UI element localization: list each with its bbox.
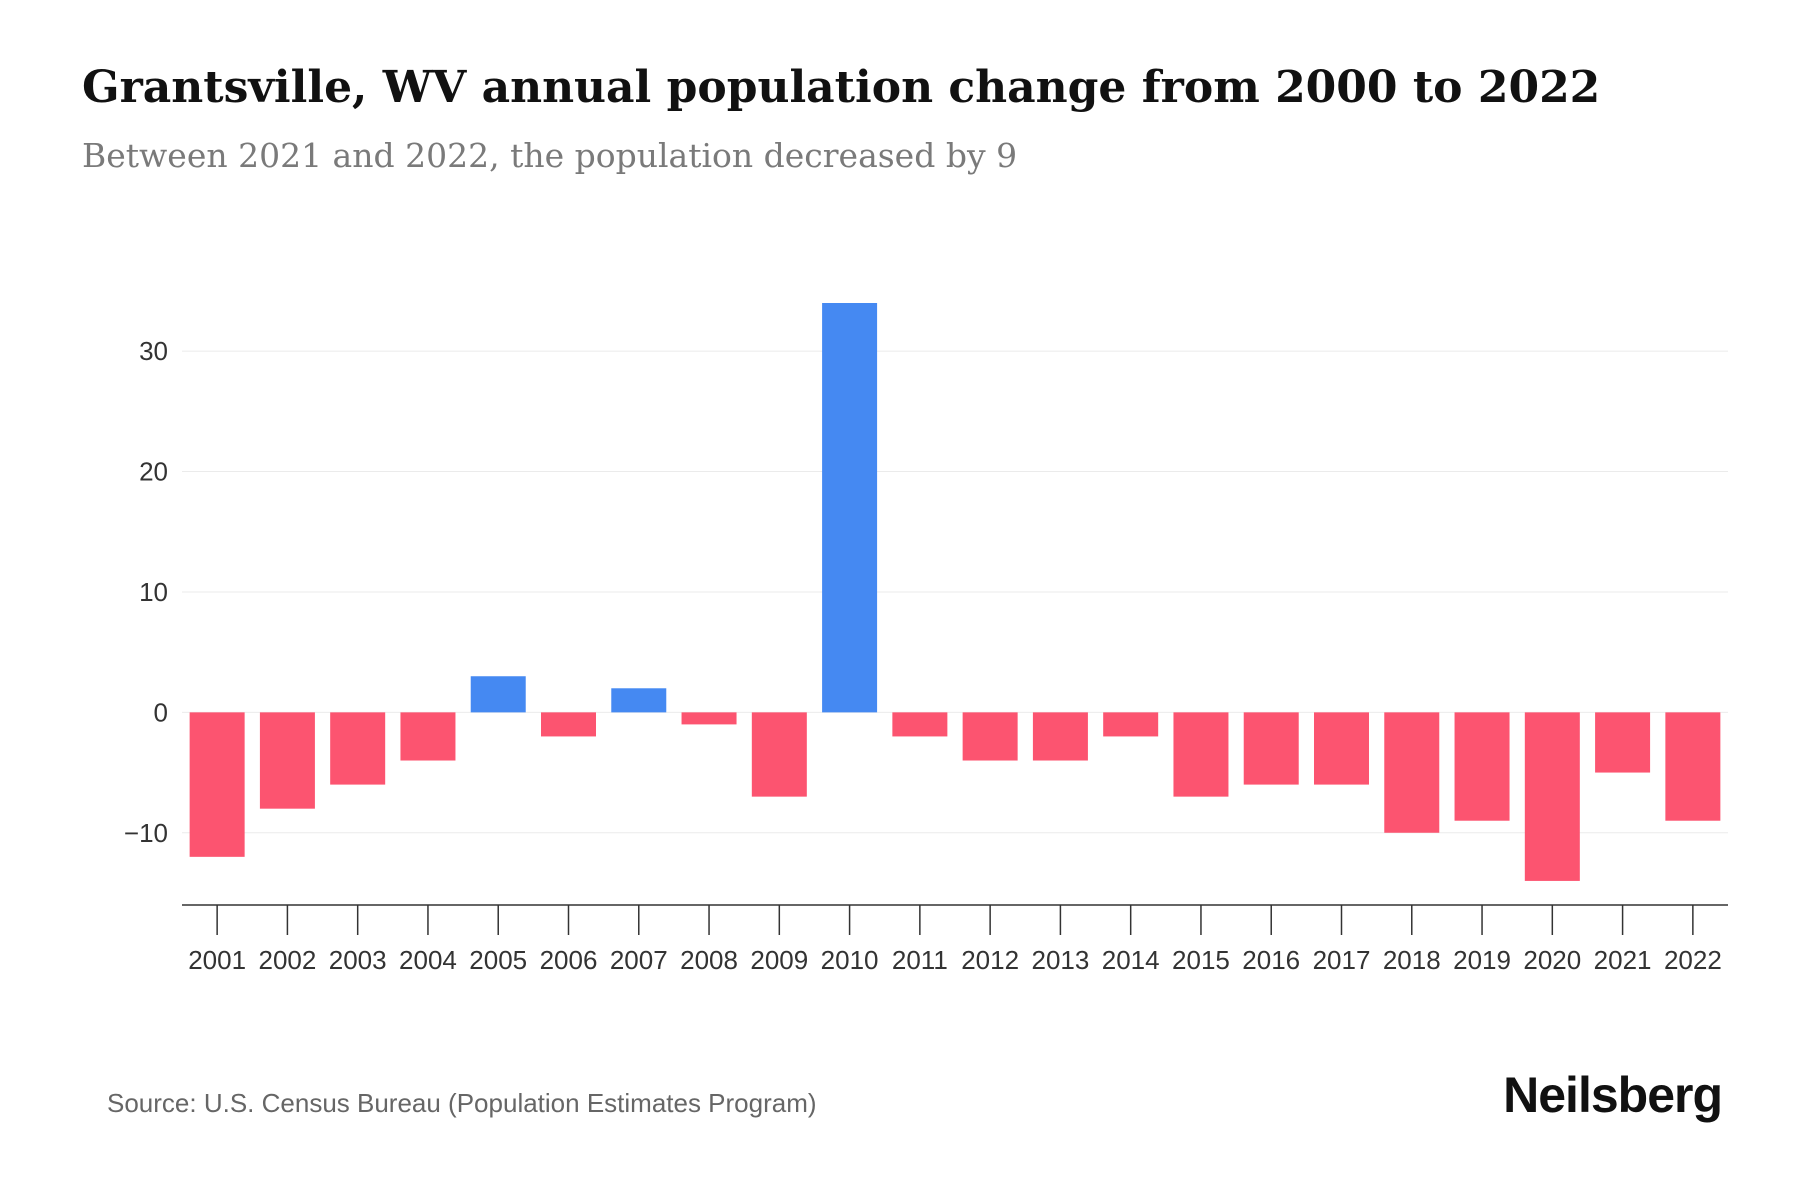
x-tick-label: 2013: [1031, 945, 1089, 975]
chart-title: Grantsville, WV annual population change…: [82, 62, 1601, 113]
y-tick-label: 10: [139, 577, 168, 607]
bar: [1454, 712, 1510, 821]
bar: [751, 712, 807, 797]
bar: [1032, 712, 1088, 761]
bar: [1665, 712, 1721, 821]
x-tick-label: 2008: [680, 945, 738, 975]
x-tick-label: 2018: [1383, 945, 1441, 975]
x-tick-label: 2009: [750, 945, 808, 975]
bar: [400, 712, 456, 761]
x-tick-label: 2014: [1102, 945, 1160, 975]
source-note: Source: U.S. Census Bureau (Population E…: [107, 1088, 817, 1118]
bar: [962, 712, 1018, 761]
bar: [1173, 712, 1229, 797]
bar: [470, 676, 526, 713]
bar: [330, 712, 386, 785]
bar: [822, 303, 878, 713]
x-tick-label: 2010: [821, 945, 879, 975]
y-tick-label: 20: [139, 457, 168, 487]
bar: [681, 712, 737, 725]
bar: [611, 688, 667, 713]
bars: [189, 303, 1721, 881]
bar: [1524, 712, 1580, 881]
chart-subtitle: Between 2021 and 2022, the population de…: [82, 136, 1018, 175]
x-axis-ticks: 2001 2002 2003 2004 2005 2006 2007 2008 2009 2010…: [188, 905, 1722, 975]
bar: [1103, 712, 1159, 737]
brand-logo: Neilsberg: [1503, 1067, 1723, 1123]
bar: [1314, 712, 1369, 785]
bar: [892, 712, 948, 737]
x-tick-label: 2022: [1664, 945, 1722, 975]
bar: [1243, 712, 1299, 785]
y-tick-label: 30: [139, 336, 168, 366]
x-tick-label: 2017: [1313, 945, 1371, 975]
x-tick-label: 2021: [1594, 945, 1652, 975]
x-tick-label: 2004: [399, 945, 457, 975]
y-tick-label: 0: [154, 697, 168, 727]
x-tick-label: 2019: [1453, 945, 1511, 975]
x-tick-label: 2012: [961, 945, 1019, 975]
y-tick-label: −10: [124, 818, 168, 848]
x-tick-label: 2006: [540, 945, 598, 975]
x-tick-label: 2011: [892, 945, 948, 975]
x-tick-label: 2005: [469, 945, 527, 975]
x-tick-label: 2015: [1172, 945, 1230, 975]
x-tick-label: 2003: [329, 945, 387, 975]
bar: [1384, 712, 1440, 833]
x-tick-label: 2002: [258, 945, 316, 975]
bar: [189, 712, 245, 857]
bar: [1595, 712, 1651, 773]
x-tick-label: 2001: [188, 945, 246, 975]
bar: [259, 712, 315, 809]
x-tick-label: 2007: [610, 945, 668, 975]
bar: [541, 712, 596, 737]
x-tick-label: 2016: [1242, 945, 1300, 975]
y-axis-ticks: −10 0 10 20 30: [124, 336, 168, 848]
x-tick-label: 2020: [1523, 945, 1581, 975]
